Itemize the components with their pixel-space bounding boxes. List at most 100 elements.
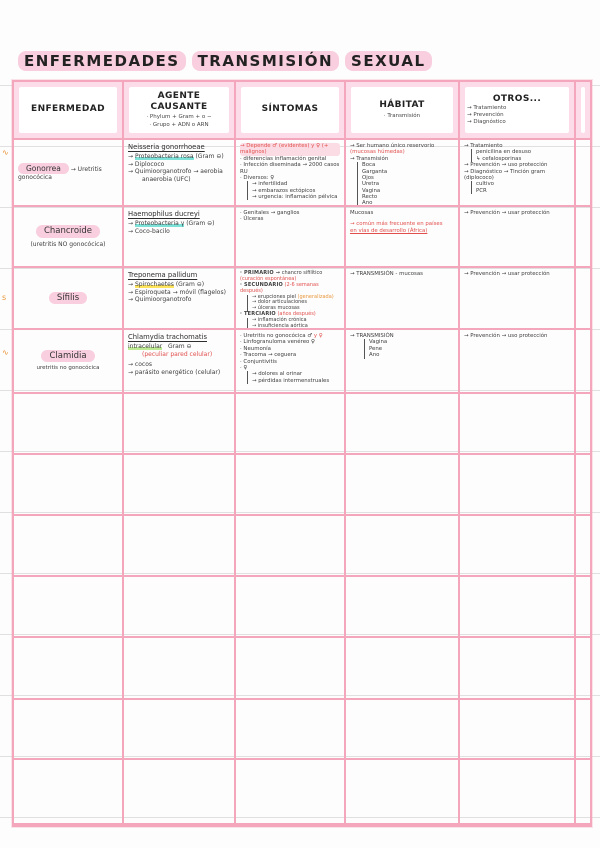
- symptom-line: → infertilidad: [252, 181, 288, 188]
- sti-table: ENFERMEDAD AGENTE CAUSANTE · Phylum + Gr…: [12, 80, 592, 827]
- habitat-site: Recto: [362, 194, 378, 200]
- habitat-line: → Ser humano único reservorio: [350, 143, 435, 149]
- empty-cell: [576, 268, 590, 330]
- header-label: ENFERMEDAD: [31, 104, 105, 115]
- empty-cell: [576, 394, 590, 455]
- empty-cell: [236, 455, 346, 516]
- title-word: TRANSMISIÓN: [191, 51, 340, 71]
- otros-line: → Diagnóstico → Tinción gram (diplococo): [464, 168, 546, 181]
- symptom-line: · Infección diseminada → 2000 casos RU: [240, 162, 340, 175]
- notebook-ruled-lines: [0, 25, 600, 838]
- empty-cell: [14, 577, 124, 638]
- empty-cell: [236, 760, 346, 825]
- agent-gram: (Gram ⊖): [195, 153, 224, 161]
- cell-chancroide-otros: → Prevención → usar protección: [460, 207, 576, 268]
- agent-line: → cocos: [128, 361, 152, 369]
- agent-line-prefix: →: [128, 153, 134, 161]
- empty-cell: [576, 638, 590, 700]
- disease-note: (uretritis NO gonocócica): [30, 240, 106, 248]
- margin-mark: ∿: [2, 148, 9, 157]
- header-label: SÍNTOMAS: [261, 104, 319, 115]
- header-subnote: · Transmisión: [383, 112, 421, 119]
- cell-gonorrea-agente: Neisseria gonorrhoeae → Proteobacteria r…: [124, 140, 236, 207]
- empty-cell: [460, 700, 576, 760]
- empty-cell: [576, 140, 590, 207]
- habitat-sites-bracket: Vagina Pene Ano: [364, 339, 454, 359]
- empty-cell: [124, 455, 236, 516]
- agent-line: → Espiroqueta → móvil (flagelos): [128, 288, 226, 296]
- otros-item: cultivo: [476, 181, 494, 188]
- empty-cell: [124, 394, 236, 455]
- empty-cell: [460, 577, 576, 638]
- symptom-note-orange: (generalizada): [297, 293, 334, 300]
- otros-line: → Prevención → uso protección: [464, 162, 548, 169]
- margin-mark: ∿: [2, 348, 9, 357]
- habitat-site: Pene: [369, 345, 383, 352]
- disease-name: Chancroide: [35, 224, 101, 238]
- cell-sifilis-habitat: → TRANSMISIÓN - mucosas: [346, 268, 460, 330]
- stage-note-red: (2-6 semanas después): [240, 281, 319, 294]
- habitat-note-red: en vías de desarrollo (África): [350, 227, 428, 234]
- symptom-line: · Diversos: ♀: [240, 174, 275, 181]
- disease-name: Gonorrea: [18, 163, 69, 174]
- symptom-line: → inflamación crónica: [252, 317, 307, 324]
- agent-line: → Coco-bacilo: [128, 227, 170, 235]
- empty-cell: [576, 577, 590, 638]
- empty-cell: [576, 330, 590, 394]
- header-subnote: → Prevención: [467, 112, 504, 119]
- empty-cell: [236, 394, 346, 455]
- header-label: OTROS...: [492, 93, 542, 104]
- cell-gonorrea-otros: → Tratamiento penicilina en desuso ↳ cef…: [460, 140, 576, 207]
- empty-cell: [460, 394, 576, 455]
- disease-name: Sífilis: [48, 291, 88, 305]
- symptom-note-red: y ♀: [313, 333, 323, 339]
- habitat-site: Ano: [362, 200, 373, 207]
- agent-line: → Diplococo: [128, 160, 165, 168]
- agent-line: → Quimioorganotrofo → aerobia: [128, 168, 223, 176]
- header-box: ENFERMEDAD: [19, 87, 117, 133]
- cell-chancroide-sintomas: · Genitales → ganglios · Úlceras: [236, 207, 346, 268]
- empty-cell: [14, 516, 124, 577]
- empty-cell: [576, 760, 590, 825]
- habitat-sites-bracket: Boca Garganta Ojos Uretra Vagina Recto A…: [357, 162, 454, 207]
- cell-sifilis-nombre: Sífilis: [14, 268, 124, 330]
- empty-cell: [14, 455, 124, 516]
- stage-note-red: (curación espontánea): [240, 275, 297, 282]
- symptom-line: · Úlceras: [240, 216, 264, 223]
- symptom-line: → erupciones piel: [252, 293, 296, 300]
- symptom-line: · Tracoma → ceguera: [240, 352, 297, 359]
- stage-bracket: → inflamación crónica → insuficiencia aó…: [247, 317, 340, 328]
- otros-line: → Tratamiento: [464, 143, 503, 149]
- header-otros: OTROS... → Tratamiento → Prevención → Di…: [460, 82, 576, 140]
- empty-cell: [576, 516, 590, 577]
- stage-label: · TERCIARIO: [240, 311, 276, 318]
- empty-cell: [236, 577, 346, 638]
- cell-gonorrea-nombre: Gonorrea → Uretritis gonocócica: [14, 140, 124, 207]
- disease-note: uretritis no gonocócica: [36, 365, 100, 372]
- stage-text: chancro sifilítico: [281, 270, 323, 276]
- empty-cell: [124, 577, 236, 638]
- margin-mark: s: [2, 293, 7, 302]
- agent-line: anaerobia (UFC): [142, 175, 191, 183]
- otros-bracket: penicilina en desuso ↳ cefalosporinas: [471, 149, 570, 163]
- header-box: HÁBITAT · Transmisión: [351, 87, 453, 133]
- empty-cell: [576, 207, 590, 268]
- agent-line-prefix: →: [128, 220, 134, 228]
- empty-cell: [460, 638, 576, 700]
- stage-label: · SECUNDARIO: [240, 281, 283, 288]
- agent-phylum: Proteobacteria rosa: [134, 153, 194, 161]
- empty-cell: [14, 638, 124, 700]
- habitat-site: Boca: [362, 162, 376, 169]
- symptom-line: · Genitales → ganglios: [240, 210, 300, 216]
- symptom-line: → dolor articulaciones: [252, 299, 307, 306]
- header-agente-causante: AGENTE CAUSANTE · Phylum + Gram + o − · …: [124, 82, 236, 140]
- header-box: OTROS... → Tratamiento → Prevención → Di…: [465, 87, 569, 133]
- empty-cell: [576, 455, 590, 516]
- cell-sifilis-agente: Treponema pallidum → Spirochaetes (Gram …: [124, 268, 236, 330]
- empty-cell: [14, 760, 124, 825]
- cell-chancroide-nombre: Chancroide (uretritis NO gonocócica): [14, 207, 124, 268]
- empty-cell: [124, 700, 236, 760]
- header-sintomas: SÍNTOMAS: [236, 82, 346, 140]
- symptom-bracket: → infertilidad → embarazos ectópicos → u…: [247, 181, 340, 201]
